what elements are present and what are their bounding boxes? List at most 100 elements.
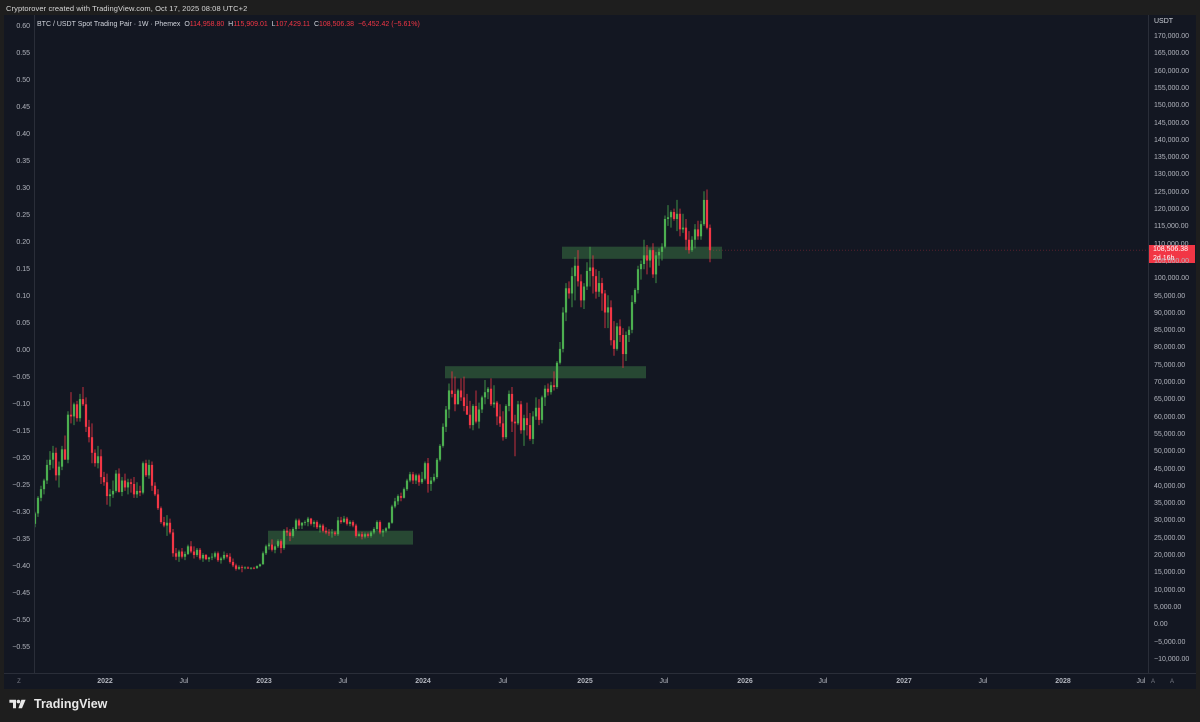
candle [408, 471, 412, 483]
candle [486, 386, 490, 400]
candle [672, 208, 676, 221]
candle [42, 478, 46, 495]
price-zone-rectangle[interactable] [268, 530, 413, 545]
time-tick: 2028 [1055, 678, 1071, 685]
price-zone-rectangle[interactable] [562, 246, 722, 259]
candle [615, 322, 619, 351]
price-zone-rectangle[interactable] [445, 366, 646, 379]
candle [543, 385, 547, 407]
candle [111, 480, 115, 498]
price-tick: 10,000.00 [1154, 586, 1186, 594]
candle [36, 496, 40, 517]
time-tick: Jul [659, 678, 669, 685]
lock-scale-button[interactable]: A [1169, 679, 1174, 685]
candle [138, 485, 142, 497]
change-value: −6,452.42 (−5.61%) [357, 21, 420, 28]
candle [183, 551, 187, 561]
currency-label: USDT [1154, 18, 1174, 25]
candle [558, 341, 562, 365]
ratio-tick: 0.20 [16, 239, 30, 246]
candle [168, 518, 172, 535]
candle [246, 566, 250, 569]
price-tick: 95,000.00 [1154, 292, 1186, 300]
candle [687, 231, 691, 254]
candle [96, 445, 100, 469]
price-tick: 120,000.00 [1154, 206, 1190, 213]
auto-scale-button[interactable]: A [1150, 679, 1155, 685]
price-tick: 75,000.00 [1154, 361, 1186, 369]
candle [129, 478, 133, 493]
candle [123, 473, 127, 491]
candle [432, 473, 436, 483]
goto-date-button[interactable]: Z [17, 679, 21, 685]
candle [447, 383, 451, 419]
candlestick-chart[interactable] [35, 15, 1149, 673]
candle [666, 205, 670, 226]
candle [273, 544, 277, 554]
candle [471, 404, 475, 431]
chart-credit: Cryptorover created with TradingView.com… [6, 4, 248, 13]
candle [144, 459, 148, 478]
price-tick: 110,000.00 [1154, 240, 1189, 248]
ratio-tick: −0.35 [12, 536, 30, 543]
price-tick: 30,000.00 [1154, 517, 1186, 525]
price-tick: 15,000.00 [1154, 569, 1186, 577]
time-tick: Jul [978, 678, 988, 685]
candle [291, 527, 295, 538]
ratio-tick: 0.25 [16, 212, 30, 219]
candle [441, 423, 445, 448]
candle [330, 529, 334, 538]
candle [108, 489, 112, 507]
candle [90, 423, 94, 464]
candle [402, 487, 406, 499]
candle [309, 517, 313, 526]
tradingview-logo-icon [9, 699, 26, 709]
time-tick: Jul [498, 678, 508, 685]
time-tick: 2025 [577, 678, 593, 685]
candle [495, 400, 499, 426]
time-axis[interactable]: Z A A 2022 Jul 2023 Jul 2024 Jul 2025 Jul 2026 Ju… [4, 673, 1196, 690]
chart-frame[interactable]: 0.60 0.55 0.50 0.45 0.40 0.35 0.30 0.25 0.20 0.15… [4, 15, 1196, 689]
candle [390, 504, 394, 524]
candle [429, 477, 433, 491]
candle [387, 522, 391, 530]
price-tick: 80,000.00 [1154, 344, 1186, 352]
candle [66, 411, 70, 464]
candle [627, 326, 631, 342]
candle [594, 269, 598, 299]
candle [306, 516, 310, 527]
candle [534, 397, 538, 420]
price-tick: 60,000.00 [1154, 413, 1186, 421]
candle [162, 516, 166, 528]
candle [102, 471, 106, 486]
price-tick: 115,000.00 [1154, 223, 1189, 231]
candle [270, 539, 274, 552]
time-tick: 2027 [896, 678, 912, 685]
candle [522, 414, 526, 446]
candle [45, 459, 49, 484]
candle [567, 281, 571, 299]
candle [327, 529, 331, 536]
candle [585, 262, 589, 290]
high-value: 115,909.01 [233, 21, 268, 28]
candle [582, 283, 586, 310]
candle [681, 213, 685, 233]
candle [375, 520, 379, 531]
ratio-tick: −0.10 [12, 401, 30, 408]
candle [537, 399, 541, 426]
candle [195, 548, 199, 557]
candle [213, 551, 217, 559]
right-price-axis[interactable]: USDT 108,506.38 2d 16h 170,000.00 165,000… [1148, 15, 1196, 673]
left-price-axis[interactable]: 0.60 0.55 0.50 0.45 0.40 0.35 0.30 0.25 0.20 0.15… [4, 15, 35, 673]
candle [117, 468, 121, 493]
candle [267, 542, 271, 550]
candle [657, 248, 661, 266]
candle [525, 402, 529, 436]
candle [288, 529, 292, 542]
candle [360, 531, 364, 540]
candle [693, 224, 697, 249]
candle [420, 471, 424, 484]
candle [603, 289, 607, 329]
ratio-tick: 0.50 [16, 77, 30, 84]
candle [252, 566, 256, 570]
